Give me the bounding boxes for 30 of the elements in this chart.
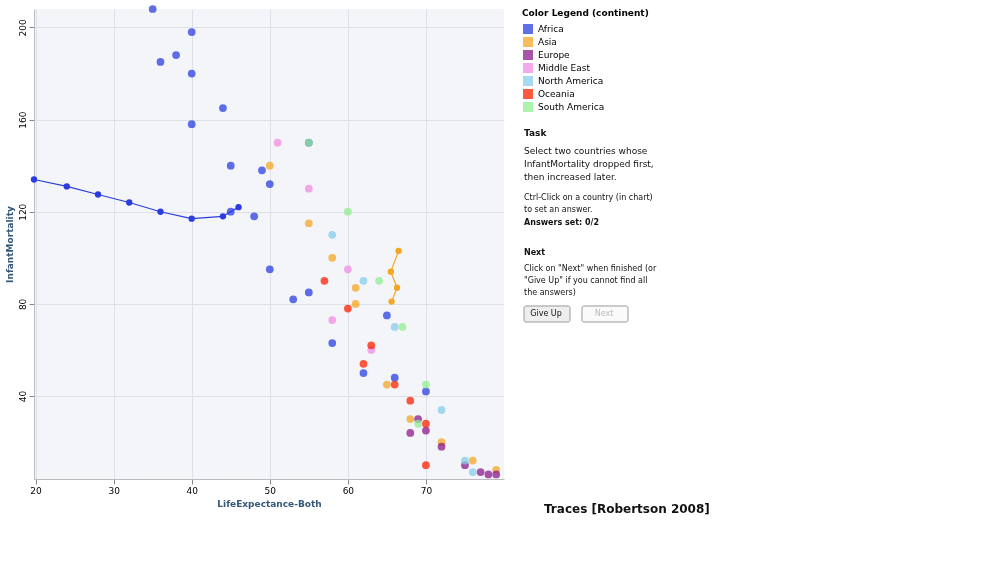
text: Next xyxy=(524,248,546,257)
legend-label: South America xyxy=(538,102,605,112)
text: Click on "Next" when finished (or "Give Up" if you cannot find all the answers) xyxy=(524,264,657,297)
y-tick-label: 80 xyxy=(17,298,28,311)
y-tick-label: 40 xyxy=(17,390,28,403)
legend-title: Color Legend (continent) xyxy=(522,8,649,18)
x-tick-label: 20 xyxy=(30,485,43,496)
text: Traces [Robertson 2008] xyxy=(544,502,710,516)
legend-label: Europe xyxy=(538,50,571,60)
text: Select two countries whose InfantMortality dropped first, then increased later. xyxy=(524,146,654,182)
text: Ctrl-Click on a country (in chart) to set an answer. xyxy=(524,193,653,214)
x-tick-label: 50 xyxy=(264,485,277,496)
y-tick-label: 200 xyxy=(17,19,28,37)
legend-label: Middle East xyxy=(538,63,591,73)
y-axis-title: InfantMortality xyxy=(4,206,15,283)
legend-label: Oceania xyxy=(538,89,575,99)
x-tick-label: 60 xyxy=(342,485,355,496)
y-tick-label: 120 xyxy=(17,203,28,221)
legend-label: Asia xyxy=(538,37,557,47)
text: Give Up xyxy=(530,309,562,318)
x-tick-label: 30 xyxy=(108,485,121,496)
x-tick-label: 40 xyxy=(186,485,199,496)
y-tick-label: 160 xyxy=(17,111,28,129)
text: Task xyxy=(524,128,548,138)
legend-label: North America xyxy=(538,76,604,86)
text: Answers set: 0/2 xyxy=(524,218,600,227)
legend-label: Africa xyxy=(538,24,564,34)
text: Next xyxy=(594,309,614,318)
x-tick-label: 70 xyxy=(420,485,433,496)
x-axis-title: LifeExpectance-Both xyxy=(217,498,322,509)
